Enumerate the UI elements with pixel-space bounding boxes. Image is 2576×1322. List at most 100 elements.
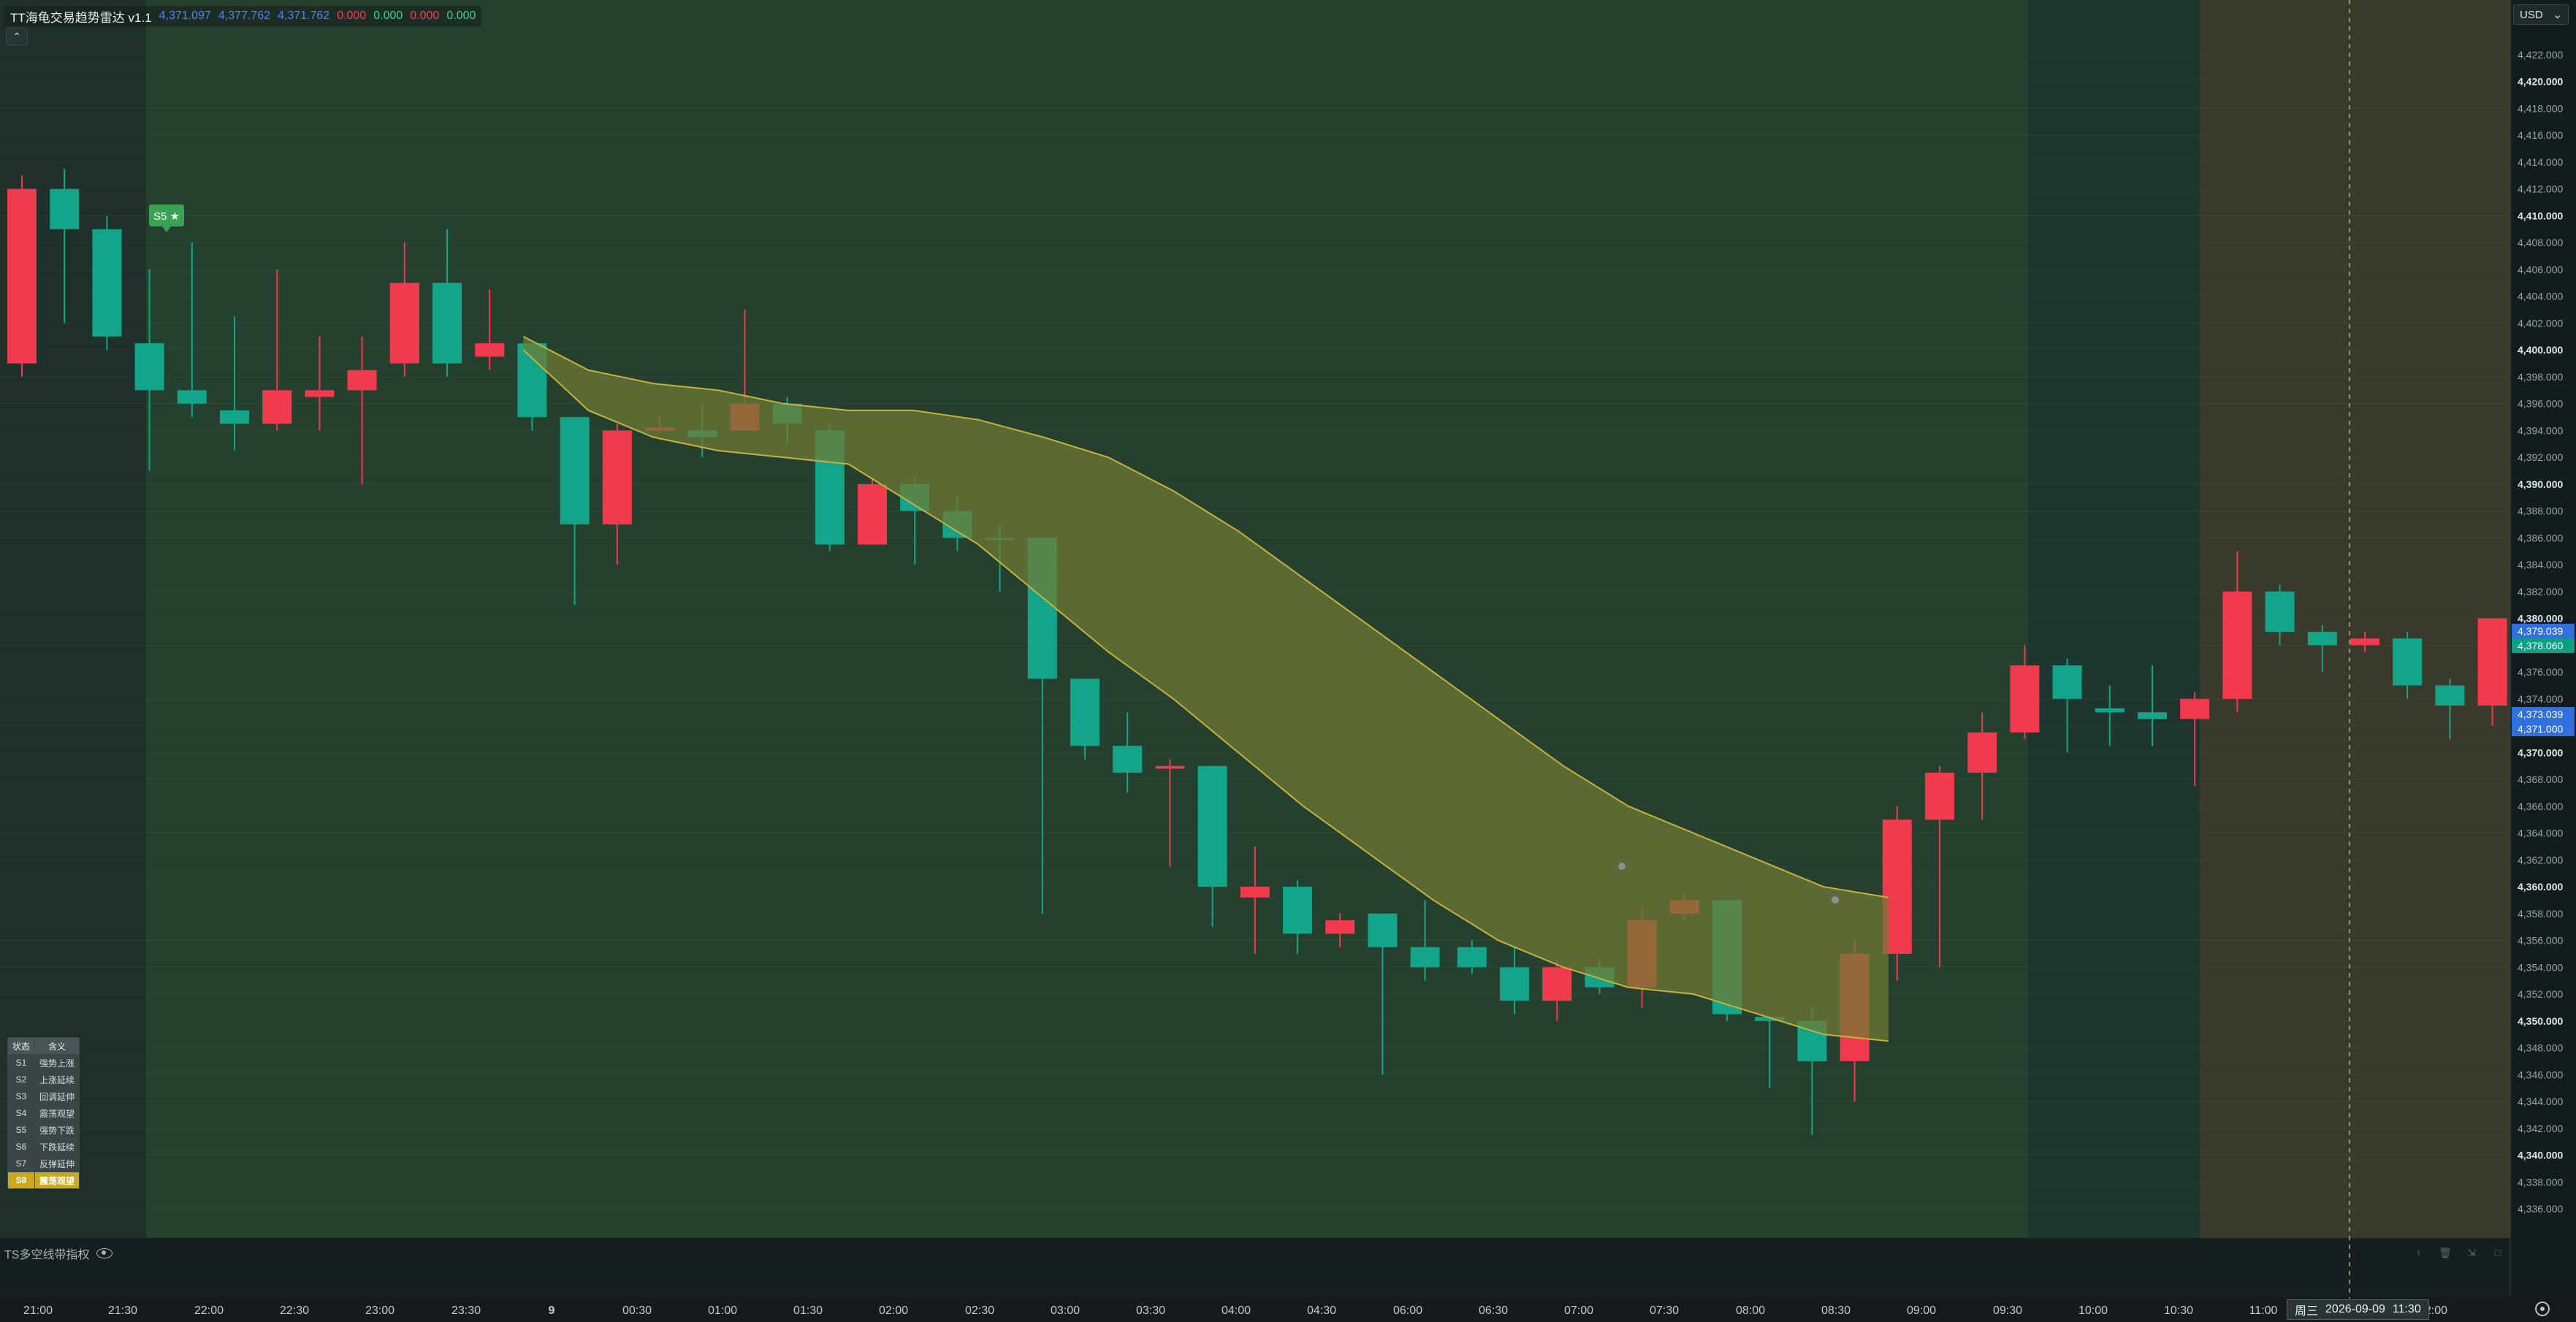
price-tick-label: 4,404.000	[2518, 291, 2563, 302]
price-tick-label: 4,402.000	[2518, 317, 2563, 329]
candle-body	[1283, 887, 1312, 934]
price-tick-label: 4,370.000	[2518, 746, 2563, 758]
time-axis[interactable]: 21:00 21:30 22:00 22:30 23:00 23:30 9 00:30 01:0…	[23, 1304, 2447, 1317]
candle-body	[134, 343, 164, 391]
candle-body	[1240, 887, 1270, 898]
price-tick-label: 4,346.000	[2518, 1069, 2563, 1080]
state-legend-table: 状态 含义 S1 强势上涨 S2 上涨延续 S3 回调延伸 S4 震荡观望 S5 强势下跌…	[7, 1037, 80, 1189]
table-row: S6 下跌延续	[7, 1138, 80, 1155]
candle-body	[2222, 591, 2252, 699]
price-tick-label: 4,340.000	[2518, 1150, 2563, 1161]
price-tick-label: 4,354.000	[2518, 961, 2563, 973]
price-tag-bg	[2512, 722, 2575, 736]
time-tick-label: 22:30	[280, 1304, 309, 1317]
state-code: S4	[7, 1104, 36, 1122]
table-row: S1 强势上涨	[7, 1054, 80, 1071]
candle-body	[389, 283, 419, 364]
signal-badge-box	[149, 205, 184, 226]
indicator-title: TT海龟交易趋势雷达 v1.1	[10, 10, 152, 25]
candle-body	[2010, 665, 2040, 733]
state-desc: 上涨延续	[34, 1071, 80, 1088]
time-tick-label: 07:30	[1650, 1304, 1679, 1317]
price-tick-label: 4,420.000	[2518, 76, 2563, 88]
state-desc: 震荡观望	[34, 1104, 80, 1122]
price-tick-label: 4,360.000	[2518, 881, 2563, 893]
candle-body	[1542, 967, 1572, 1001]
price-tag-label: 4,371.000	[2518, 723, 2563, 735]
price-tick-label: 4,382.000	[2518, 586, 2563, 597]
signal-badge[interactable]: S5 ★	[149, 205, 184, 232]
candle-body	[1325, 920, 1355, 934]
band-lower-line	[522, 349, 1889, 1042]
time-tick-label: 23:00	[365, 1304, 395, 1317]
legend-value-5: 0.000	[373, 9, 403, 22]
time-tick-label: 9	[549, 1304, 555, 1317]
price-tick-label: 4,374.000	[2518, 693, 2563, 705]
collapse-legend-button[interactable]: ⌃	[6, 28, 28, 45]
price-tick-label: 4,394.000	[2518, 424, 2563, 436]
trend-band	[523, 336, 1889, 1042]
candle-body	[475, 343, 505, 357]
candle-body	[220, 410, 249, 424]
price-tick-label: 4,362.000	[2518, 854, 2563, 866]
price-tick-label: 4,418.000	[2518, 102, 2563, 114]
time-tick-label: 07:00	[1564, 1304, 1593, 1317]
candle-body	[305, 390, 335, 397]
time-tick-label: 03:30	[1136, 1304, 1165, 1317]
price-tick-label: 4,342.000	[2518, 1123, 2563, 1134]
price-tick-label: 4,390.000	[2518, 478, 2563, 490]
legend-value-4: 0.000	[337, 9, 367, 22]
time-tick-label: 08:30	[1821, 1304, 1851, 1317]
candle-body	[432, 283, 462, 364]
state-code: S2	[7, 1071, 36, 1088]
state-desc: 强势上涨	[34, 1054, 80, 1071]
collapse-icon[interactable]: ⇲	[2467, 1246, 2476, 1258]
time-tick-label: 23:30	[451, 1304, 481, 1317]
indicator-pane-header[interactable]: TS多空线带指权	[4, 1245, 113, 1262]
marker-pin-icon[interactable]	[1832, 896, 1839, 903]
state-header: 状态	[7, 1037, 36, 1055]
time-tick-label: 08:00	[1736, 1304, 1765, 1317]
candle-body	[2350, 638, 2379, 646]
candle-body	[560, 417, 590, 525]
price-tag-bg	[2512, 707, 2575, 722]
candle-body	[2477, 618, 2507, 706]
grid	[0, 54, 2510, 1210]
table-row-highlight: S8 震荡观望	[7, 1172, 80, 1189]
price-tick-label: 4,384.000	[2518, 559, 2563, 570]
trash-icon[interactable]: 🗑	[2439, 1246, 2452, 1258]
state-code: S3	[7, 1088, 36, 1105]
candle-body	[2138, 712, 2167, 719]
time-tick-label: 10:00	[2078, 1304, 2108, 1317]
price-tick-label: 4,398.000	[2518, 371, 2563, 383]
price-tick-label: 4,388.000	[2518, 505, 2563, 517]
candle-body	[1113, 746, 1143, 773]
arrow-up-icon[interactable]: ↑	[2416, 1247, 2422, 1258]
time-tick-label: 09:30	[1993, 1304, 2022, 1317]
candle-body	[2307, 632, 2337, 646]
time-tick-label: 09:00	[1907, 1304, 1936, 1317]
price-tick-label: 4,358.000	[2518, 908, 2563, 920]
gear-icon[interactable]	[2535, 1302, 2550, 1316]
price-tick-label: 4,368.000	[2518, 773, 2563, 785]
time-cursor-label: 周三 2026-09-09 11:30	[2287, 1299, 2429, 1320]
candle-body	[1457, 947, 1487, 968]
state-code: S7	[7, 1155, 36, 1172]
maximize-icon[interactable]: □	[2494, 1247, 2501, 1258]
time-tick-label: 06:00	[1393, 1304, 1422, 1317]
state-desc: 强势下跌	[34, 1121, 80, 1139]
legend-value-2: 4,377.762	[218, 9, 270, 22]
price-tick-label: 4,356.000	[2518, 935, 2563, 947]
currency-selector[interactable]: USD ⌄	[2513, 4, 2569, 25]
marker-pin-icon[interactable]	[1618, 863, 1626, 870]
band-upper-line	[522, 335, 1889, 898]
candle-body	[2435, 685, 2465, 706]
legend-value-6: 0.000	[410, 9, 440, 22]
indicator-legend[interactable]: TT海龟交易趋势雷达 v1.1 4,371.097 4,377.762 4,37…	[4, 6, 482, 26]
price-tick-label: 4,422.000	[2518, 49, 2563, 61]
eye-icon[interactable]	[96, 1248, 113, 1258]
candle-body	[1410, 947, 1440, 968]
state-code: S1	[7, 1054, 36, 1071]
time-tick-label: 22:00	[194, 1304, 224, 1317]
